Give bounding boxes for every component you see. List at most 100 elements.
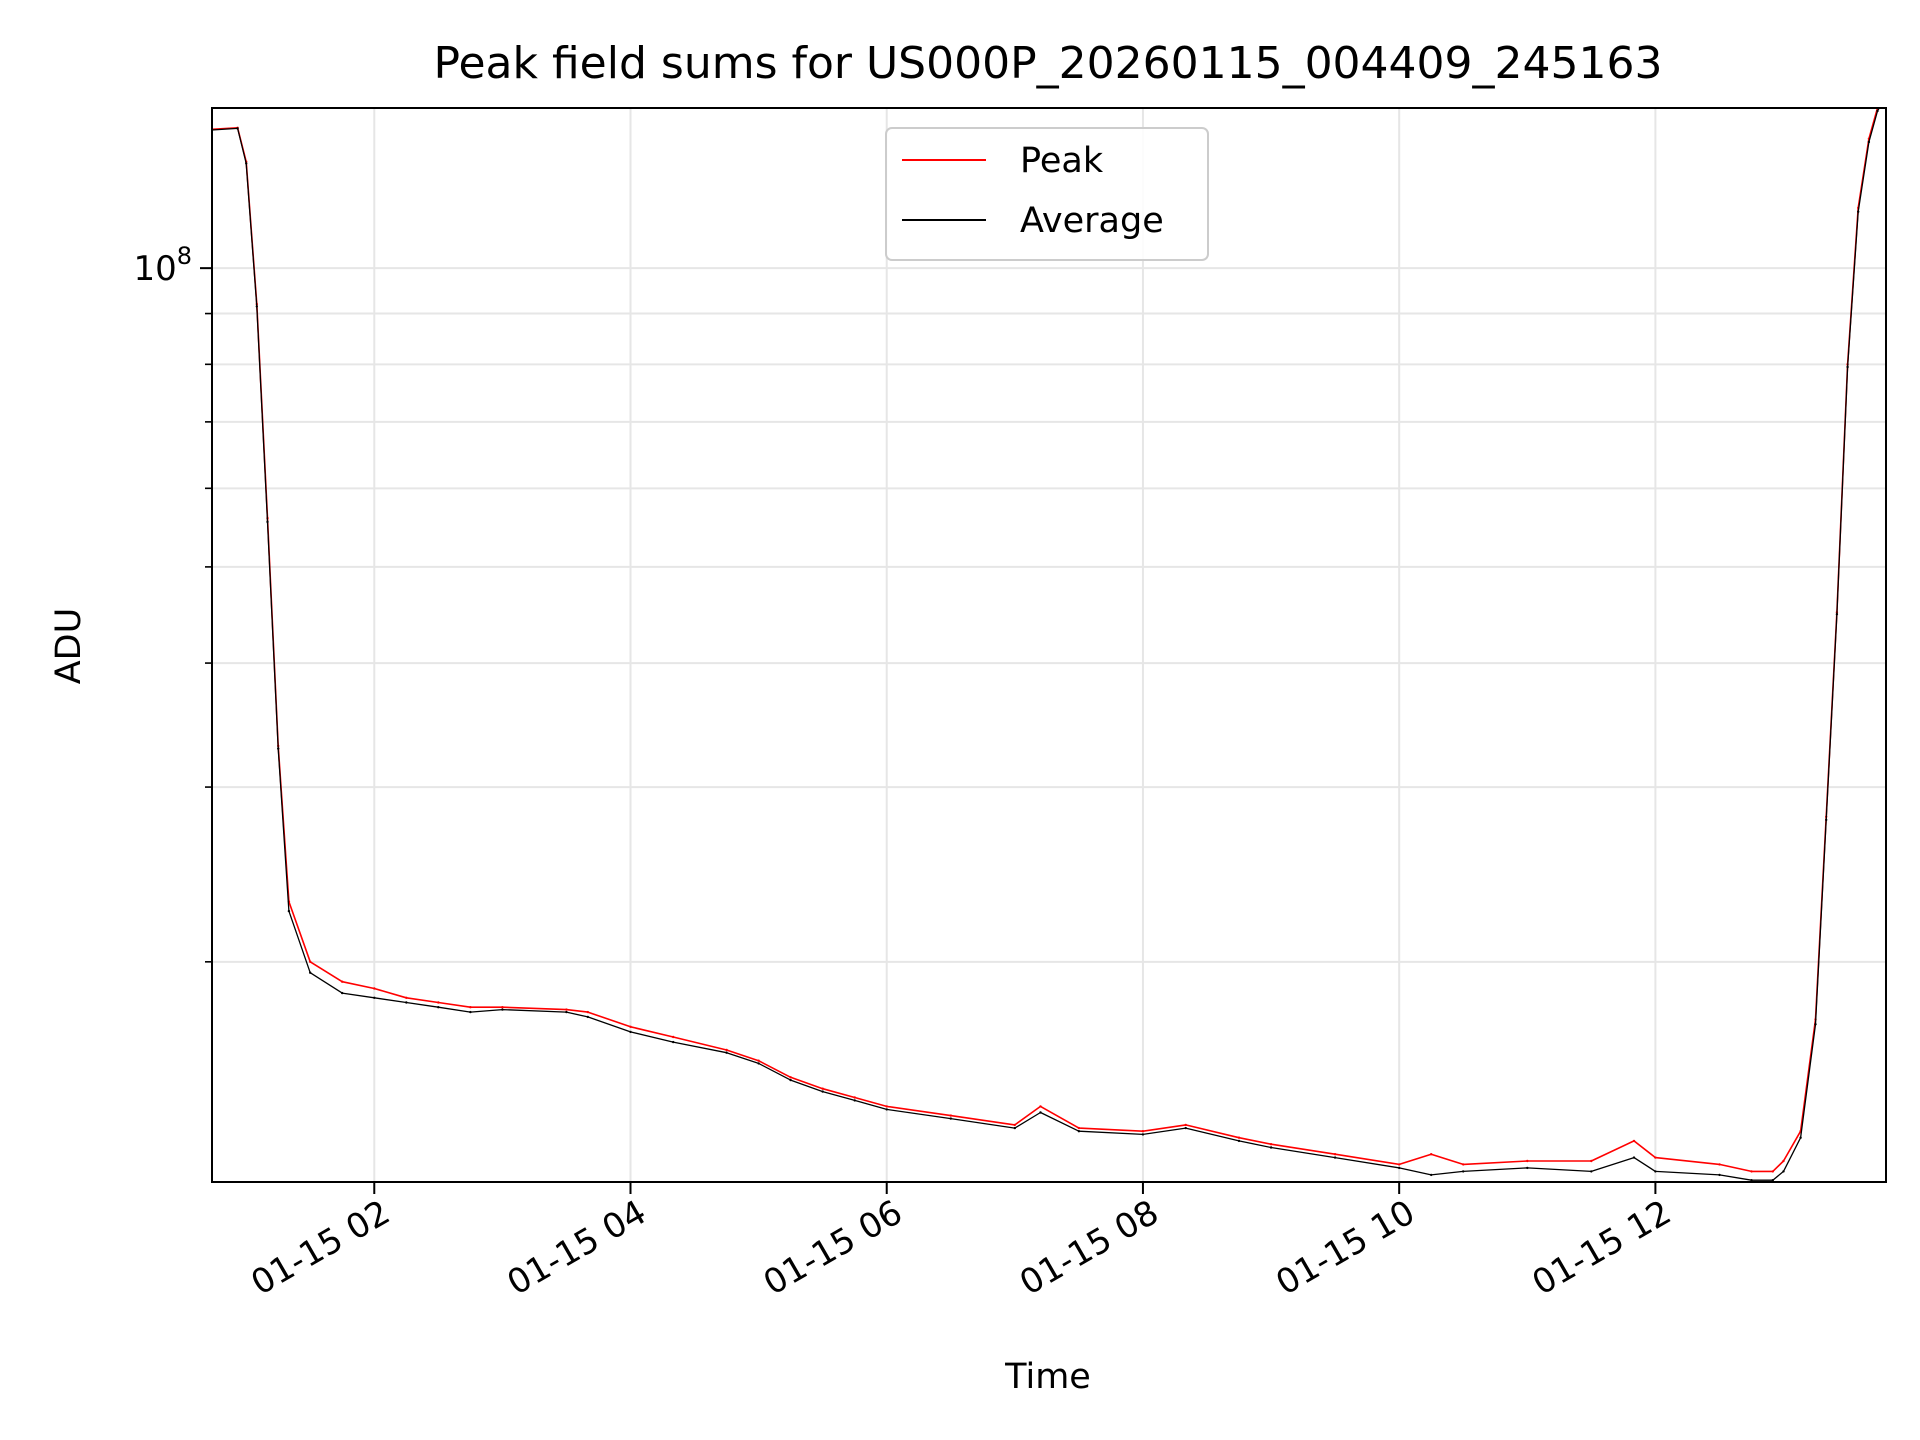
chart-title: Peak field sums for US000P_20260115_0044… [434, 38, 1663, 89]
data-point-peak [672, 1035, 675, 1039]
data-point-peak [586, 1010, 589, 1014]
data-point-peak [725, 1048, 728, 1052]
data-point-average [1867, 140, 1871, 144]
data-point-average [1039, 1111, 1042, 1114]
legend-label-peak: Peak [1020, 141, 1104, 181]
y-axis: 108 [133, 242, 212, 963]
data-point-average [1237, 1139, 1241, 1143]
data-point-average [1876, 109, 1879, 113]
data-point-average [255, 305, 258, 308]
data-point-peak [501, 1006, 504, 1009]
legend: Peak Average [885, 127, 1209, 261]
data-point-average [1814, 1023, 1817, 1026]
data-point-peak [1782, 1159, 1785, 1163]
data-point-average [405, 1001, 408, 1004]
data-point-average [1750, 1179, 1753, 1182]
data-point-peak [437, 1001, 440, 1004]
data-point-average [373, 996, 376, 999]
data-point-average [586, 1015, 589, 1019]
data-point-peak [789, 1076, 792, 1079]
grid [212, 108, 1886, 1182]
data-point-average [1333, 1156, 1337, 1159]
data-point-peak [1590, 1159, 1593, 1163]
data-point-average [266, 520, 269, 524]
data-point-average [1077, 1130, 1081, 1133]
x-axis-label: Time [1004, 1357, 1091, 1397]
data-point-average [236, 127, 239, 130]
data-point-peak [1237, 1136, 1241, 1139]
data-point-peak [309, 960, 312, 963]
data-point-average [341, 991, 344, 995]
legend-label-average: Average [1020, 201, 1164, 241]
data-point-average [1526, 1166, 1529, 1170]
data-point-average [1718, 1173, 1721, 1177]
data-point-peak [469, 1006, 472, 1009]
data-point-peak [885, 1105, 888, 1108]
data-point-average [1654, 1170, 1657, 1173]
data-point-peak [853, 1096, 856, 1099]
data-point-average [565, 1010, 568, 1014]
data-point-average [1799, 1136, 1802, 1139]
plot-frame [211, 107, 1887, 1183]
data-point-average [1632, 1156, 1636, 1159]
data-point-peak [373, 987, 376, 990]
data-point-average [1141, 1133, 1145, 1136]
data-point-average [885, 1108, 888, 1111]
y-tick-label-exponent: 8 [177, 242, 192, 270]
data-point-average [469, 1010, 472, 1014]
data-point-average [672, 1040, 675, 1044]
data-point-peak [1333, 1153, 1337, 1156]
data-point-average [1184, 1126, 1187, 1130]
data-point-average [821, 1090, 824, 1093]
data-point-peak [1654, 1156, 1657, 1159]
data-point-peak [405, 996, 408, 999]
data-point-average [501, 1008, 504, 1011]
data-point-average [1835, 613, 1839, 616]
data-point-average [853, 1099, 856, 1102]
data-point-peak [341, 980, 344, 983]
data-point-average [245, 162, 248, 165]
data-point-average [1013, 1126, 1016, 1130]
data-point-average [1430, 1173, 1433, 1177]
data-point-average [277, 747, 280, 750]
data-point-peak [1269, 1143, 1273, 1146]
data-point-peak [1462, 1163, 1465, 1166]
data-point-average [1857, 210, 1860, 213]
data-point-peak [1750, 1170, 1753, 1173]
data-point-peak [949, 1114, 952, 1117]
data-point-peak [821, 1087, 824, 1090]
data-point-average [1398, 1166, 1401, 1170]
data-point-average [949, 1117, 952, 1120]
data-point-peak [1039, 1105, 1042, 1108]
data-point-peak [1013, 1123, 1016, 1127]
data-point-average [1462, 1170, 1465, 1173]
plot-area [212, 108, 1880, 1182]
data-point-peak [1184, 1123, 1187, 1127]
data-point-peak [1718, 1163, 1721, 1166]
data-point-average [1825, 818, 1828, 822]
data-point-peak [565, 1008, 568, 1011]
data-point-peak [1398, 1163, 1401, 1166]
data-point-peak [1077, 1126, 1081, 1130]
data-point-peak [1771, 1170, 1775, 1173]
data-point-average [287, 909, 291, 913]
data-point-peak [1141, 1130, 1145, 1133]
data-point-average [725, 1051, 728, 1054]
data-point-average [757, 1062, 760, 1065]
data-point-average [1846, 365, 1849, 369]
data-point-average [437, 1006, 440, 1009]
data-point-peak [1526, 1159, 1529, 1163]
data-point-average [629, 1030, 632, 1034]
data-point-peak [1632, 1139, 1636, 1143]
y-axis-label: ADU [49, 608, 89, 685]
data-point-average [1771, 1179, 1775, 1182]
data-point-average [1782, 1170, 1785, 1173]
data-point-average [1590, 1170, 1593, 1173]
data-point-peak [629, 1025, 632, 1029]
y-tick-label: 108 [133, 242, 192, 289]
data-point-average [1269, 1146, 1273, 1149]
y-tick-label-base: 10 [133, 249, 176, 289]
data-point-peak [757, 1059, 760, 1062]
data-point-average [789, 1078, 792, 1082]
